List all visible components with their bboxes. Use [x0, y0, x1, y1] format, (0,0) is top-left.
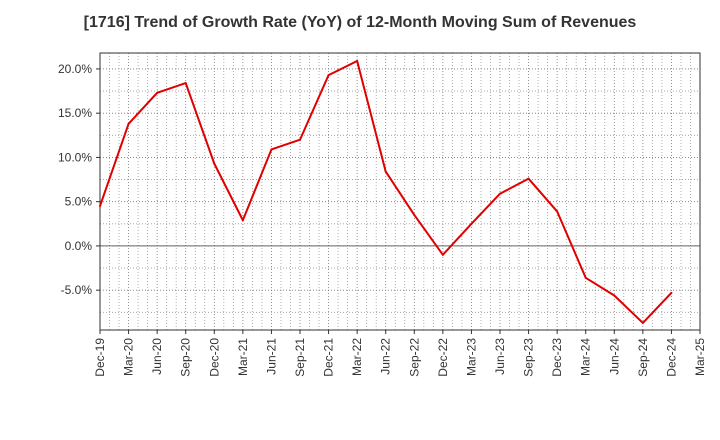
- data-point: [384, 170, 387, 173]
- chart-title: [1716] Trend of Growth Rate (YoY) of 12-…: [83, 14, 637, 31]
- x-tick-label: Dec-19: [93, 338, 107, 377]
- data-point: [213, 162, 216, 165]
- x-tick-label: Jun-23: [493, 338, 507, 375]
- y-tick-label: -5.0%: [61, 283, 93, 297]
- y-tick-label: 20.0%: [58, 62, 92, 76]
- x-tick-label: Jun-22: [379, 338, 393, 375]
- data-point: [156, 91, 159, 94]
- data-point: [499, 192, 501, 195]
- x-tick-label: Dec-23: [550, 338, 564, 377]
- data-point: [184, 82, 187, 85]
- x-tick-label: Sep-24: [636, 338, 650, 377]
- data-point: [356, 59, 359, 62]
- data-point: [413, 213, 416, 216]
- data-point: [327, 74, 330, 77]
- data-point: [99, 205, 101, 208]
- y-tick-label: 10.0%: [58, 150, 92, 164]
- data-point: [127, 122, 130, 125]
- y-tick-label: 15.0%: [58, 106, 92, 120]
- y-tick-label: 0.0%: [65, 239, 93, 253]
- data-point: [270, 148, 273, 151]
- data-point: [241, 219, 244, 222]
- x-tick-label: Mar-23: [464, 338, 478, 376]
- data-point: [299, 138, 301, 141]
- x-tick-label: Mar-22: [350, 338, 364, 376]
- data-point: [470, 222, 473, 225]
- x-tick-label: Sep-23: [522, 338, 536, 377]
- data-point: [613, 294, 616, 297]
- x-tick-label: Mar-21: [236, 338, 250, 376]
- data-point: [556, 210, 559, 213]
- data-point: [584, 276, 587, 279]
- x-tick-label: Jun-20: [150, 338, 164, 375]
- x-tick-label: Dec-24: [664, 338, 678, 377]
- data-point: [641, 321, 644, 324]
- y-tick-label: 5.0%: [65, 195, 93, 209]
- data-point: [441, 253, 444, 256]
- data-point: [527, 177, 530, 180]
- x-tick-label: Sep-21: [293, 338, 307, 377]
- x-tick-label: Jun-21: [264, 338, 278, 375]
- x-tick-label: Mar-20: [122, 338, 136, 376]
- x-tick-label: Jun-24: [607, 338, 621, 375]
- plot-frame: [99, 52, 701, 331]
- x-tick-label: Sep-20: [179, 338, 193, 377]
- x-tick-label: Mar-24: [579, 338, 593, 376]
- data-point: [670, 291, 673, 294]
- x-tick-label: Sep-22: [407, 338, 421, 377]
- x-tick-label: Dec-21: [322, 338, 336, 377]
- x-tick-label: Dec-20: [207, 338, 221, 377]
- x-tick-label: Dec-22: [436, 338, 450, 377]
- x-tick-label: Mar-25: [693, 338, 707, 376]
